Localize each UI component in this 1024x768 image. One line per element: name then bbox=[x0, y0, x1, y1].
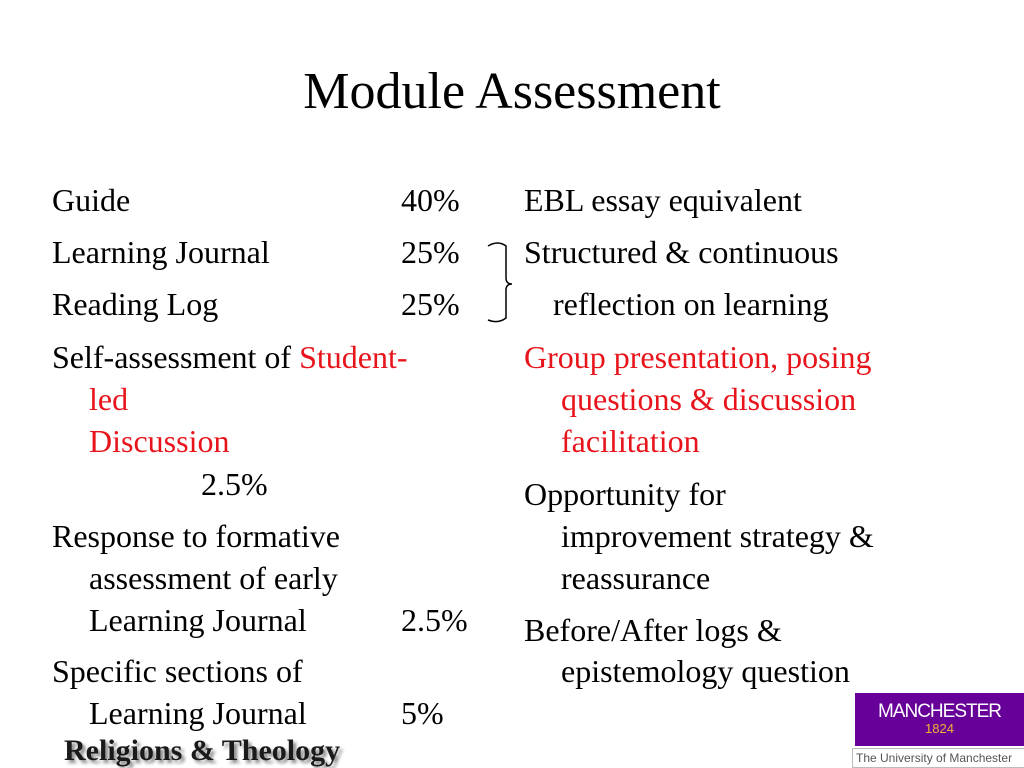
specific-line2: Learning Journal bbox=[89, 695, 307, 731]
specific-percent: 5% bbox=[401, 695, 444, 731]
response-line3: Learning Journal bbox=[89, 602, 307, 638]
self-assessment-line3: Discussion bbox=[89, 423, 230, 459]
self-assessment-percent: 2.5% bbox=[201, 466, 268, 502]
brace-icon bbox=[487, 242, 513, 323]
reading-percent: 25% bbox=[401, 286, 460, 322]
logo-name: MANCHESTER bbox=[877, 701, 1002, 722]
group-line1: Group presentation, posing bbox=[524, 339, 872, 375]
guide-percent: 40% bbox=[401, 182, 460, 218]
structured-line2: reflection on learning bbox=[553, 286, 829, 322]
before-line2: epistemology question bbox=[561, 653, 850, 689]
group-line2: questions & discussion bbox=[561, 381, 857, 417]
self-assessment-line2: led bbox=[89, 381, 129, 417]
reading-label: Reading Log bbox=[52, 286, 219, 322]
opportunity-line1: Opportunity for bbox=[524, 476, 726, 512]
group-line3: facilitation bbox=[561, 423, 700, 459]
specific-line1: Specific sections of bbox=[52, 653, 303, 689]
response-percent: 2.5% bbox=[401, 602, 468, 638]
student-text: Student- bbox=[299, 339, 408, 375]
journal-percent: 25% bbox=[401, 234, 460, 270]
self-assessment-line1: Self-assessment of Student- bbox=[52, 339, 408, 375]
before-line1: Before/After logs & bbox=[524, 612, 782, 648]
slide-title: Module Assessment bbox=[303, 63, 721, 120]
logo-year: 1824 bbox=[925, 721, 954, 736]
opportunity-line2: improvement strategy & bbox=[561, 518, 874, 554]
opportunity-line3: reassurance bbox=[561, 560, 711, 596]
self-assessment-text: Self-assessment of bbox=[52, 339, 300, 375]
structured-line1: Structured & continuous bbox=[524, 234, 839, 270]
response-line2: assessment of early bbox=[89, 560, 338, 596]
university-logo: MANCHESTER 1824 bbox=[855, 693, 1024, 746]
ebl-text: EBL essay equivalent bbox=[524, 182, 802, 218]
journal-label: Learning Journal bbox=[52, 234, 270, 270]
logo-caption: The University of Manchester bbox=[852, 748, 1024, 768]
response-line1: Response to formative bbox=[52, 518, 340, 554]
guide-label: Guide bbox=[52, 182, 131, 218]
footer-department: Religions & Theology bbox=[64, 734, 341, 767]
